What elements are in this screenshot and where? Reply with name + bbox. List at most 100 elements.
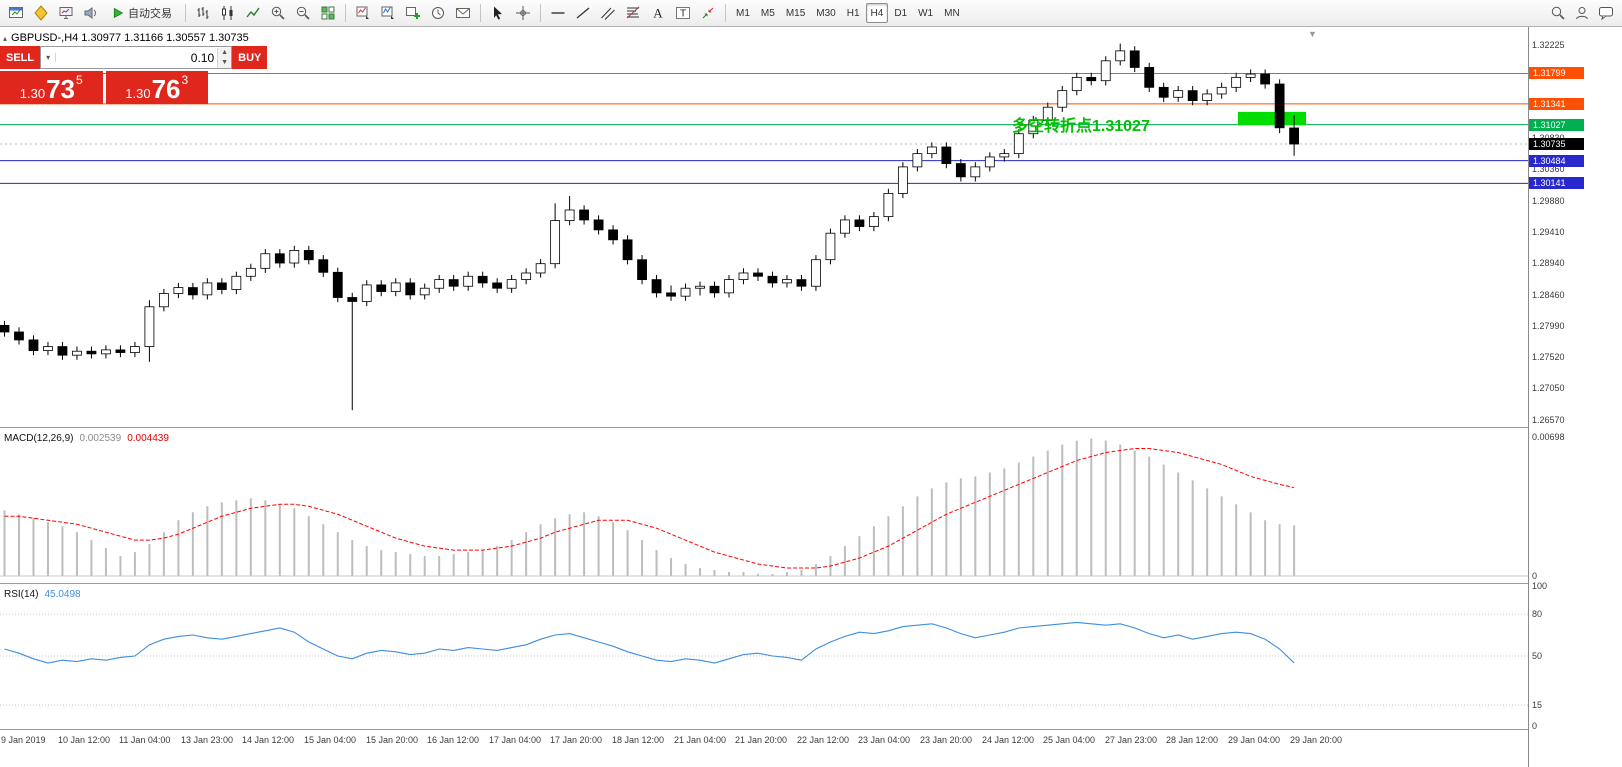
price-scale-label: 0 — [1532, 571, 1538, 581]
time-scale-label: 27 Jan 23:00 — [1105, 735, 1158, 745]
time-scale-label: 24 Jan 12:00 — [982, 735, 1035, 745]
trendline-icon[interactable] — [571, 2, 595, 24]
price-scale-label: 50 — [1532, 651, 1543, 661]
price-scale-label: 1.32225 — [1532, 40, 1565, 51]
bar-chart-icon[interactable] — [191, 2, 215, 24]
sell-button[interactable]: SELL — [0, 46, 41, 69]
volume-input[interactable] — [56, 50, 218, 65]
price-scale-label: 15 — [1532, 700, 1543, 710]
volume-dropdown-icon[interactable]: ▾ — [41, 53, 57, 62]
navigator-icon[interactable] — [79, 2, 103, 24]
price-scale-label: 1.28940 — [1532, 258, 1565, 269]
buy-price-box[interactable]: 1.30 76 3 — [105, 71, 208, 104]
tab-timeframe-M30[interactable]: M30 — [811, 3, 840, 23]
price-scale-label: 80 — [1532, 609, 1543, 619]
candlestick-chart-icon[interactable] — [216, 2, 240, 24]
time-scale-label: 9 Jan 2019 — [1, 735, 46, 745]
volume-spinner: ▲ ▼ — [217, 47, 232, 68]
time-axis[interactable]: 9 Jan 2019 10 Jan 12:00 11 Jan 04:00 13 Jan… — [0, 730, 1528, 767]
time-scale-label: 25 Jan 04:00 — [1043, 735, 1096, 745]
time-scale-label: 17 Jan 20:00 — [550, 735, 603, 745]
chart-title: ▴ GBPUSD-,H4 1.30977 1.31166 1.30557 1.3… — [3, 32, 249, 44]
time-scale-label: 10 Jan 12:00 — [58, 735, 111, 745]
macd-label: MACD(12,26,9) 0.002539 0.004439 — [4, 433, 169, 444]
time-scale-label: 14 Jan 12:00 — [242, 735, 295, 745]
price-scale-label: 1.29880 — [1532, 195, 1565, 206]
time-scale-label: 28 Jan 12:00 — [1166, 735, 1219, 745]
svg-text:A: A — [653, 6, 663, 21]
time-scale-label: 17 Jan 04:00 — [489, 735, 542, 745]
one-click-toggle-icon[interactable]: ▴ — [3, 33, 8, 43]
cursor-icon[interactable] — [486, 2, 510, 24]
price-scale-label: 1.27050 — [1532, 383, 1565, 394]
tab-timeframe-H1[interactable]: H1 — [842, 3, 865, 23]
buy-button[interactable]: BUY — [232, 46, 268, 69]
tab-timeframe-MN[interactable]: MN — [939, 3, 965, 23]
crosshair-icon[interactable] — [511, 2, 535, 24]
search-icon[interactable] — [1546, 2, 1570, 24]
time-scale-label: 15 Jan 04:00 — [304, 735, 357, 745]
volume-up-icon[interactable]: ▲ — [218, 47, 232, 58]
time-scale-label: 13 Jan 23:00 — [181, 735, 234, 745]
turning-point-annotation[interactable]: 多空转折点1.31027 — [1012, 118, 1150, 135]
new-order-icon[interactable] — [29, 2, 53, 24]
price-scale-label: 1.27520 — [1532, 352, 1565, 363]
price-level-tag: 1.30141 — [1529, 177, 1584, 190]
panel-separator[interactable] — [0, 427, 1622, 428]
tab-timeframe-M1[interactable]: M1 — [731, 3, 755, 23]
zoom-out-icon[interactable] — [291, 2, 315, 24]
price-scale-label: 1.30360 — [1532, 163, 1565, 174]
macd-panel[interactable] — [0, 428, 1528, 583]
tab-timeframe-W1[interactable]: W1 — [913, 3, 938, 23]
time-scale-label: 22 Jan 12:00 — [797, 735, 850, 745]
horizontal-line-icon[interactable] — [546, 2, 570, 24]
price-scale-label: 1.28460 — [1532, 289, 1565, 300]
price-axis[interactable]: 1.32225 1.30830 1.30360 1.29880 1.29410 1.289… — [1528, 27, 1622, 767]
candles-group — [0, 43, 1300, 411]
add-indicator-icon[interactable] — [401, 2, 425, 24]
time-scale-label: 23 Jan 04:00 — [858, 735, 911, 745]
price-scale-label: 1.27990 — [1532, 321, 1565, 331]
main-chart-panel[interactable] — [0, 27, 1528, 427]
tab-timeframe-H4[interactable]: H4 — [865, 3, 889, 23]
panel-separator[interactable] — [0, 583, 1622, 584]
price-scale-label: 100 — [1532, 581, 1548, 591]
volume-control: ▾ ▲ ▼ — [40, 46, 233, 69]
zoom-in-icon[interactable] — [266, 2, 290, 24]
tile-windows-icon[interactable] — [316, 2, 340, 24]
rsi-panel[interactable] — [0, 584, 1528, 729]
templates-icon[interactable] — [376, 2, 400, 24]
tab-timeframe-M5[interactable]: M5 — [756, 3, 780, 23]
svg-text:T: T — [680, 9, 686, 20]
panel-separator[interactable] — [0, 729, 1622, 730]
chart-window: 9 Jan 2019 10 Jan 12:00 11 Jan 04:00 13 Jan… — [0, 27, 1622, 767]
tab-timeframe-M15[interactable]: M15 — [781, 3, 810, 23]
label-icon[interactable]: T — [671, 2, 695, 24]
chat-icon[interactable] — [1594, 2, 1618, 24]
autotrading-button[interactable]: 自动交易 — [104, 2, 180, 24]
profile-icon[interactable] — [1570, 2, 1594, 24]
line-chart-icon[interactable] — [241, 2, 265, 24]
volume-down-icon[interactable]: ▼ — [218, 57, 232, 68]
mail-icon[interactable] — [451, 2, 475, 24]
time-scale-label: 21 Jan 04:00 — [674, 735, 727, 745]
terminal-icon[interactable] — [4, 2, 28, 24]
arrows-icon[interactable] — [696, 2, 720, 24]
time-scale-label: 29 Jan 04:00 — [1228, 735, 1281, 745]
toolbar-separator — [480, 4, 481, 22]
tab-timeframe-D1[interactable]: D1 — [889, 3, 912, 23]
price-scale-label: 0.00698 — [1532, 432, 1565, 442]
sell-price-box[interactable]: 1.30 73 5 — [0, 71, 103, 104]
price-level-tag: 1.31799 — [1529, 67, 1584, 80]
fibonacci-icon[interactable] — [621, 2, 645, 24]
channel-icon[interactable] — [596, 2, 620, 24]
time-scale-label: 16 Jan 12:00 — [427, 735, 480, 745]
chart-shift-marker[interactable]: ▼ — [1308, 29, 1317, 39]
text-icon[interactable]: A — [646, 2, 670, 24]
market-watch-icon[interactable] — [54, 2, 78, 24]
indicators-icon[interactable] — [351, 2, 375, 24]
period-icon[interactable] — [426, 2, 450, 24]
toolbar-separator — [540, 4, 541, 22]
toolbar-separator — [725, 4, 726, 22]
price-scale-label: 0 — [1532, 721, 1538, 731]
